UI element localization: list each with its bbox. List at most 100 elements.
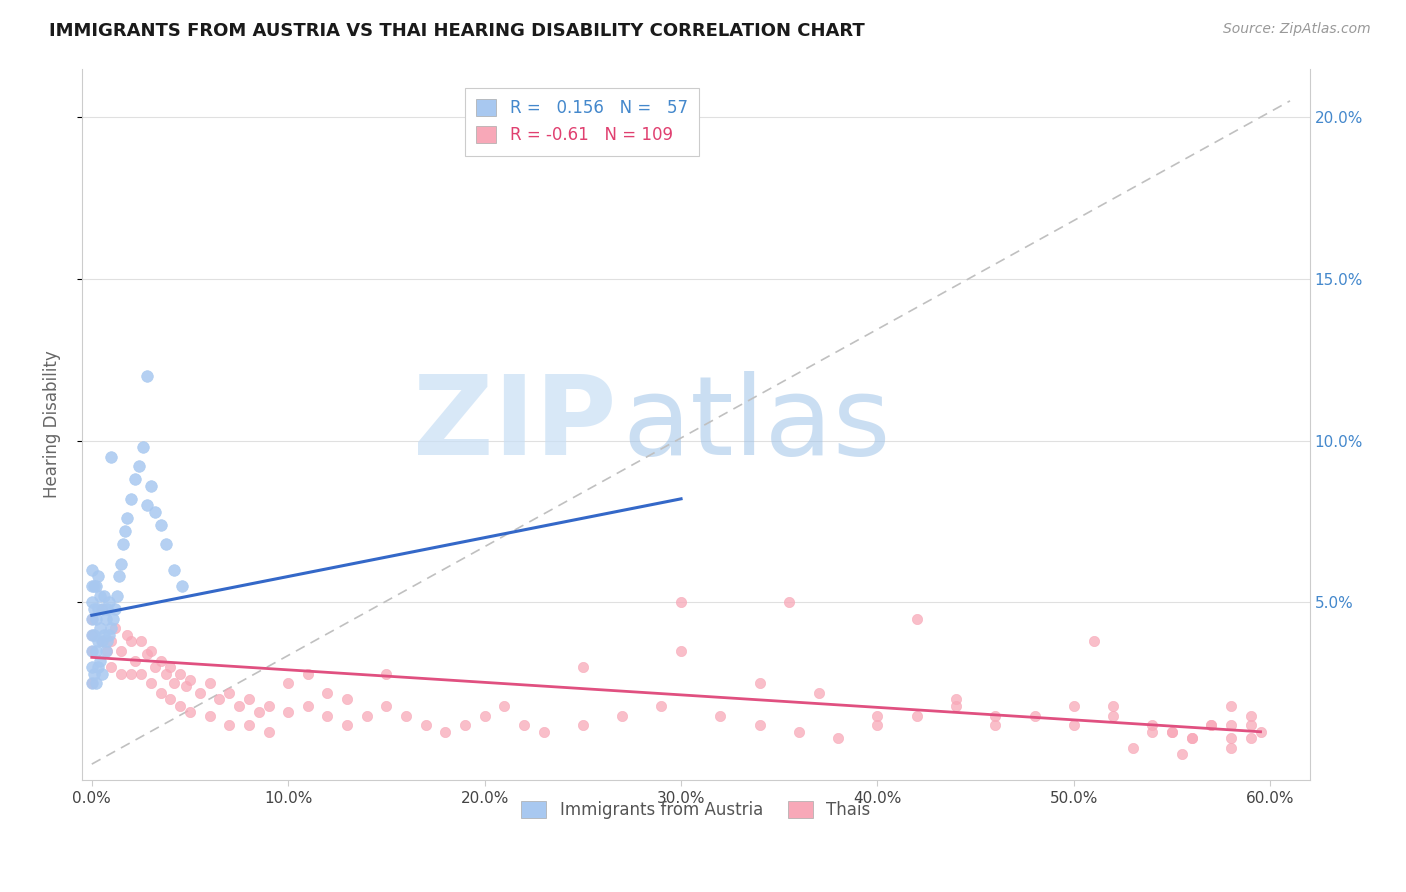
Point [375,698,398,713]
Point [143,660,166,674]
Point [336,692,359,706]
Point [100,634,122,648]
Point [143,505,166,519]
Point [135,498,157,512]
Point [238,718,260,732]
Point [110,666,132,681]
Point [80,579,103,593]
Point [90,602,112,616]
Point [159,660,181,674]
Point [110,557,132,571]
Point [787,724,810,739]
Point [1181,731,1204,746]
Point [572,718,595,732]
Point [90,634,112,648]
Point [198,708,221,723]
Point [1161,724,1184,739]
Point [1201,718,1223,732]
Point [96,634,118,648]
Text: ZIP: ZIP [412,371,616,478]
Point [277,706,299,720]
Point [1181,731,1204,746]
Point [945,698,967,713]
Point [84,611,107,625]
Point [945,692,967,706]
Point [155,537,177,551]
Point [84,579,107,593]
Point [827,731,849,746]
Point [1063,698,1085,713]
Point [807,686,830,700]
Point [86,660,108,674]
Text: atlas: atlas [621,371,890,478]
Point [98,628,121,642]
Point [115,511,138,525]
Point [139,644,162,658]
Point [94,611,117,625]
Point [86,602,108,616]
Point [129,634,152,648]
Point [149,517,172,532]
Point [149,686,172,700]
Point [454,718,477,732]
Point [188,686,211,700]
Point [316,686,339,700]
Point [218,686,240,700]
Point [1102,708,1125,723]
Point [120,634,142,648]
Point [163,676,186,690]
Point [984,718,1007,732]
Point [1240,718,1263,732]
Point [159,692,181,706]
Point [866,708,889,723]
Text: Source: ZipAtlas.com: Source: ZipAtlas.com [1223,22,1371,37]
Point [179,673,201,687]
Point [1220,731,1243,746]
Point [80,611,103,625]
Point [172,579,194,593]
Point [1250,724,1272,739]
Point [96,602,118,616]
Point [155,666,177,681]
Point [139,479,162,493]
Point [513,718,536,732]
Point [93,589,115,603]
Point [356,708,378,723]
Point [114,524,136,538]
Point [100,660,122,674]
Point [238,692,260,706]
Point [105,589,128,603]
Point [120,491,142,506]
Point [277,676,299,690]
Point [96,644,118,658]
Point [135,647,157,661]
Point [984,708,1007,723]
Point [1083,634,1105,648]
Point [100,450,122,464]
Point [434,724,457,739]
Point [169,666,191,681]
Point [90,602,112,616]
Point [778,595,800,609]
Point [124,472,146,486]
Point [80,660,103,674]
Point [375,666,398,681]
Y-axis label: Hearing Disability: Hearing Disability [44,351,60,499]
Point [474,708,496,723]
Point [94,644,117,658]
Point [905,708,928,723]
Point [83,628,105,642]
Point [149,654,172,668]
Point [336,718,359,732]
Point [297,666,319,681]
Point [866,718,889,732]
Point [1102,698,1125,713]
Point [108,569,131,583]
Point [169,698,191,713]
Point [104,621,127,635]
Point [1142,724,1164,739]
Point [650,698,672,713]
Point [748,676,770,690]
Point [89,654,111,668]
Point [135,368,157,383]
